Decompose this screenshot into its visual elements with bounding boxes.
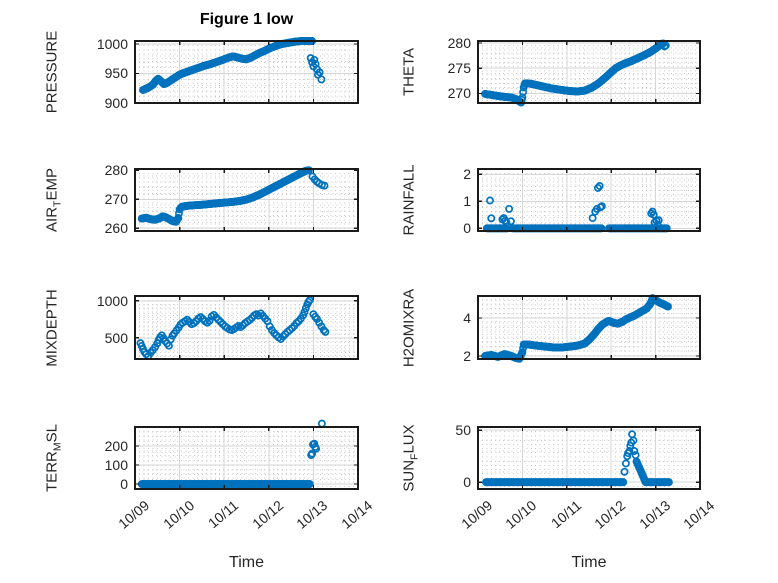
y-axis-label-part: TERR bbox=[43, 451, 61, 492]
xtick-label: 10/13 bbox=[635, 497, 673, 532]
y-axis-label-part: T bbox=[51, 200, 63, 207]
ytick-label-sun-flux: 50 bbox=[455, 422, 471, 439]
x-axis-label: Time bbox=[229, 554, 264, 571]
ytick-label-terr-msl: 0 bbox=[120, 476, 128, 493]
ytick-label-air-temp: 270 bbox=[104, 191, 128, 208]
xtick-label: 10/13 bbox=[293, 497, 331, 532]
y-axis-label-part: THETA bbox=[400, 47, 418, 97]
y-axis-label-part: RAINFALL bbox=[400, 164, 418, 236]
y-axis-label-rainfall: RAINFALL bbox=[401, 165, 418, 236]
theta-plot-area bbox=[477, 39, 701, 107]
y-axis-label-part: F bbox=[408, 453, 420, 460]
ytick-label-pressure: 950 bbox=[104, 65, 128, 82]
h2omixra-markers bbox=[481, 294, 672, 363]
ytick-label-mixdepth: 500 bbox=[104, 329, 128, 346]
xtick-label: 10/14 bbox=[338, 497, 376, 532]
ytick-label-rainfall: 0 bbox=[463, 220, 471, 237]
y-axis-label-pressure: PRESSURE bbox=[44, 31, 61, 114]
y-axis-label-part: PRESSURE bbox=[43, 30, 61, 114]
xtick-label: 10/09 bbox=[115, 497, 153, 532]
theta-markers bbox=[481, 39, 670, 107]
y-axis-label-part: LUX bbox=[400, 424, 418, 454]
sun-flux-markers bbox=[482, 430, 673, 487]
y-axis-label-part: MIXDEPTH bbox=[43, 288, 61, 367]
xtick-label: 10/11 bbox=[205, 497, 242, 532]
ytick-label-air-temp: 260 bbox=[104, 220, 128, 237]
pressure-markers bbox=[139, 37, 326, 94]
y-axis-label-part: M bbox=[51, 442, 63, 452]
ytick-label-sun-flux: 0 bbox=[463, 474, 471, 491]
y-axis-label-part: EMP bbox=[43, 168, 61, 201]
figure-title: Figure 1 low bbox=[199, 11, 294, 28]
xtick-label: 10/12 bbox=[591, 497, 629, 532]
y-axis-label-sun-flux: SUNFLUX bbox=[400, 424, 421, 492]
y-axis-label-h2omixra: H2OMIXRA bbox=[401, 288, 418, 366]
air-temp-markers bbox=[137, 166, 329, 226]
sun-flux-plot-area bbox=[477, 426, 701, 490]
ytick-label-theta: 280 bbox=[447, 35, 471, 52]
xtick-label: 10/09 bbox=[458, 497, 496, 532]
y-axis-label-part: SL bbox=[43, 424, 61, 443]
xtick-label: 10/12 bbox=[248, 497, 287, 532]
terr-msl-markers bbox=[137, 419, 326, 489]
y-axis-label-terr-msl: TERRMSL bbox=[43, 424, 64, 492]
x-axis-label: Time bbox=[571, 554, 607, 571]
ytick-label-theta: 275 bbox=[447, 60, 471, 77]
xtick-label: 10/11 bbox=[547, 497, 585, 532]
ytick-label-rainfall: 2 bbox=[463, 166, 471, 183]
xtick-label: 10/14 bbox=[680, 497, 718, 532]
xtick-label: 10/10 bbox=[502, 497, 540, 532]
ytick-label-air-temp: 280 bbox=[104, 162, 128, 179]
rainfall-plot-area bbox=[477, 168, 701, 233]
ytick-label-terr-msl: 200 bbox=[104, 438, 128, 455]
ytick-label-mixdepth: 1000 bbox=[96, 292, 128, 309]
ytick-label-h2omixra: 4 bbox=[463, 310, 471, 326]
y-axis-label-mixdepth: MIXDEPTH bbox=[44, 289, 61, 367]
h2omixra-plot-area bbox=[477, 294, 701, 363]
pressure-plot-area bbox=[134, 37, 359, 104]
xtick-label: 10/10 bbox=[159, 497, 197, 532]
ytick-label-theta: 270 bbox=[447, 85, 471, 102]
y-axis-label-theta: THETA bbox=[401, 48, 418, 96]
ytick-label-terr-msl: 100 bbox=[104, 457, 128, 474]
air-temp-plot-area bbox=[134, 166, 359, 232]
y-axis-label-part: AIR bbox=[43, 206, 61, 232]
y-axis-label-part: H2OMIXRA bbox=[400, 288, 418, 367]
y-axis-label-part: SUN bbox=[400, 459, 418, 492]
y-axis-label-air-temp: AIRTEMP bbox=[43, 168, 64, 232]
mixdepth-markers bbox=[136, 296, 330, 360]
ytick-label-rainfall: 1 bbox=[463, 193, 471, 210]
ytick-label-h2omixra: 2 bbox=[463, 347, 471, 364]
ytick-label-pressure: 1000 bbox=[96, 35, 128, 52]
terr-msl-plot-area bbox=[134, 419, 359, 490]
mixdepth-plot-area bbox=[134, 295, 359, 360]
ytick-label-pressure: 900 bbox=[104, 95, 128, 111]
